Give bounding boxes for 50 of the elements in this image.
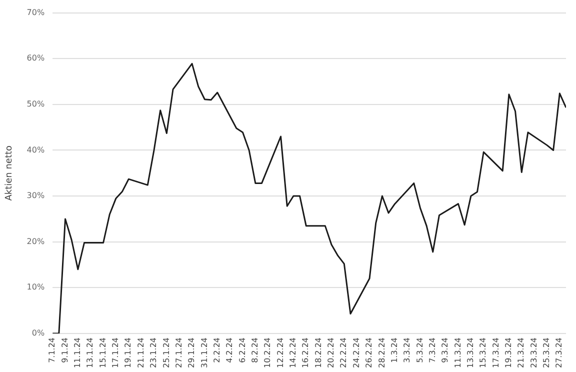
- x-tick-label: 25.1.24: [162, 337, 171, 368]
- x-tick-label: 7.3.24: [428, 337, 437, 363]
- x-tick-label: 23.1.24: [149, 337, 158, 368]
- x-tick-label: 13.3.24: [466, 337, 475, 368]
- x-tick-label: 8.2.24: [250, 337, 260, 363]
- x-tick-label: 21.3.24: [516, 337, 526, 368]
- y-tick-label: 70%: [26, 8, 45, 17]
- x-tick-label: 13.1.24: [86, 337, 95, 368]
- x-tick-label: 6.2.24: [238, 337, 247, 363]
- x-tick-label: 21.1.24: [136, 337, 146, 368]
- y-tick-label: 10%: [26, 282, 45, 292]
- y-tick-label: 60%: [26, 54, 45, 63]
- x-tick-label: 23.3.24: [529, 337, 538, 368]
- x-tick-label: 26.2.24: [364, 337, 374, 368]
- x-tick-label: 17.1.24: [111, 337, 120, 368]
- x-tick-label: 9.3.24: [440, 337, 450, 363]
- x-tick-label: 15.1.24: [98, 337, 108, 368]
- x-tick-label: 19.1.24: [124, 337, 133, 368]
- x-tick-label: 11.3.24: [453, 337, 462, 368]
- y-tick-label: 40%: [26, 145, 45, 154]
- x-tick-label: 18.2.24: [314, 337, 323, 368]
- x-tick-label: 29.1.24: [187, 337, 196, 368]
- y-axis-title: Aktien netto: [4, 144, 15, 201]
- x-tick-label: 28.2.24: [377, 337, 386, 368]
- y-tick-label: 20%: [26, 236, 45, 246]
- x-tick-label: 12.2.24: [276, 337, 285, 368]
- x-tick-label: 5.3.24: [415, 337, 424, 363]
- y-tick-label: 30%: [26, 191, 45, 200]
- x-tick-label: 10.2.24: [263, 337, 272, 368]
- x-tick-label: 27.3.24: [554, 337, 564, 368]
- x-tick-label: 27.1.24: [174, 337, 184, 368]
- x-tick-label: 1.3.24: [390, 337, 399, 363]
- x-tick-label: 2.2.24: [212, 337, 222, 363]
- x-tick-label: 25.3.24: [542, 337, 552, 368]
- x-tick-label: 20.2.24: [326, 337, 336, 368]
- x-tick-label: 14.2.24: [288, 337, 298, 368]
- x-tick-label: 31.1.24: [200, 337, 209, 368]
- x-tick-label: 4.2.24: [225, 337, 234, 363]
- x-tick-label: 9.1.24: [60, 337, 70, 363]
- y-tick-label: 0%: [32, 328, 45, 338]
- x-tick-label: 15.3.24: [478, 337, 488, 368]
- x-tick-label: 17.3.24: [491, 337, 500, 368]
- x-tick-label: 16.2.24: [301, 337, 310, 368]
- x-tick-label: 24.2.24: [352, 337, 361, 368]
- x-tick-label: 19.3.24: [504, 337, 514, 368]
- x-tick-label: 3.3.24: [402, 337, 412, 363]
- x-tick-label: 11.1.24: [73, 337, 82, 368]
- x-tick-label: 22.2.24: [339, 337, 348, 368]
- x-tick-label: 7.1.24: [48, 337, 57, 363]
- y-tick-label: 50%: [26, 99, 45, 108]
